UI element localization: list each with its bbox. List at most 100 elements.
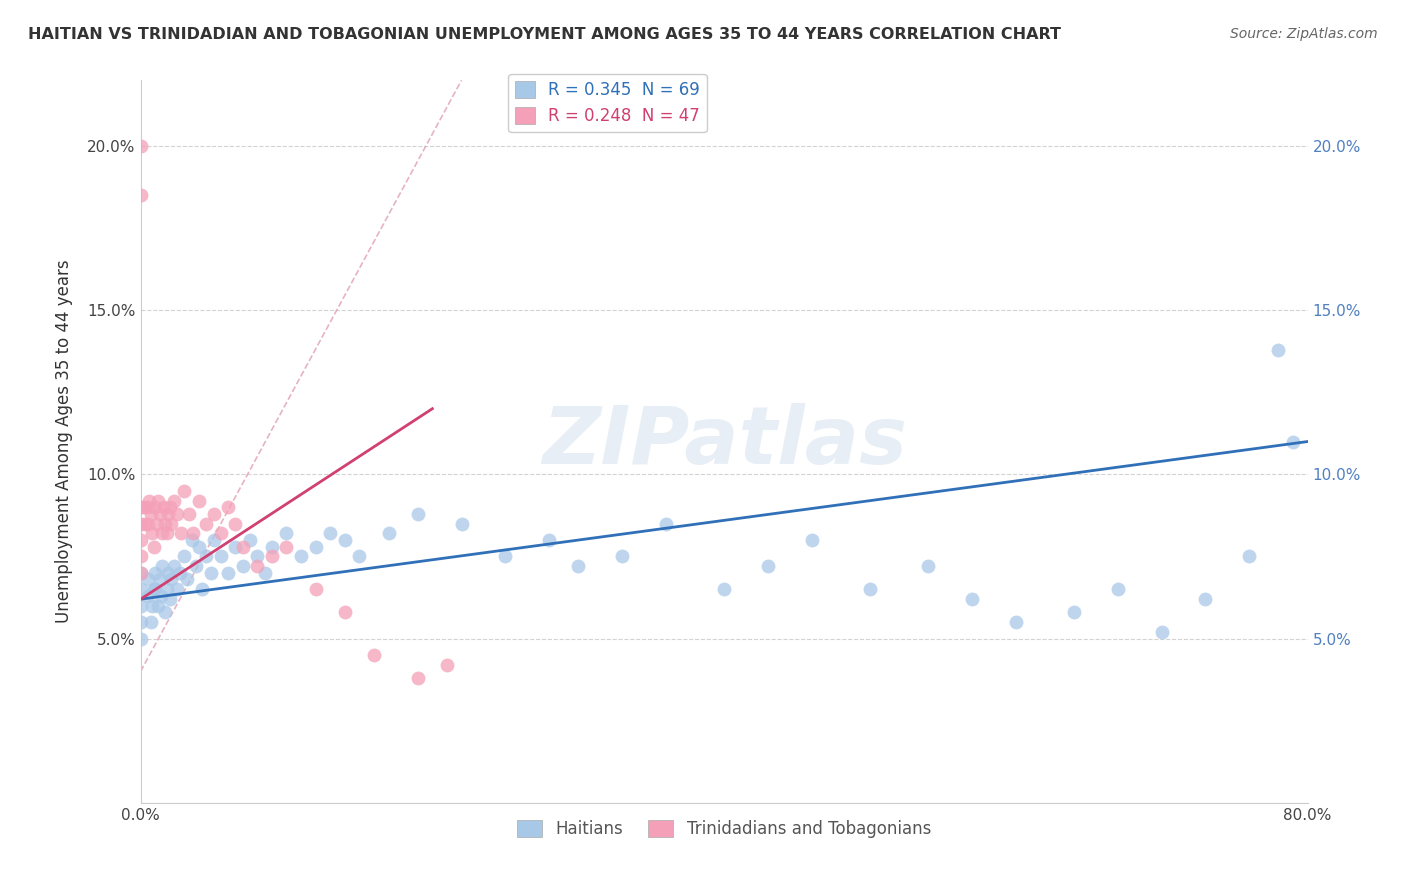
Point (173, 483, 195, 498)
Point (166, 582, 188, 597)
Point (153, 500, 176, 515)
Point (129, 599, 152, 613)
Point (129, 549, 152, 564)
Point (188, 493, 211, 508)
Point (209, 549, 232, 564)
Point (163, 493, 186, 508)
Point (406, 507, 429, 521)
Point (141, 599, 163, 613)
Point (333, 605, 356, 619)
Point (200, 566, 222, 580)
Point (960, 592, 983, 607)
Point (260, 549, 283, 564)
Point (494, 549, 516, 564)
Point (859, 582, 882, 597)
Point (319, 526, 342, 541)
Text: ZIPatlas: ZIPatlas (541, 402, 907, 481)
Point (176, 573, 198, 587)
Point (1239, 549, 1261, 564)
Point (129, 566, 152, 580)
Point (363, 648, 385, 662)
Point (136, 516, 159, 531)
Point (377, 526, 399, 541)
Point (202, 507, 225, 521)
Point (136, 589, 159, 603)
Point (239, 533, 262, 547)
Point (143, 566, 166, 580)
Point (148, 573, 170, 587)
Point (166, 507, 188, 521)
Point (195, 516, 218, 531)
Point (260, 540, 283, 554)
Point (139, 507, 162, 521)
Point (610, 549, 633, 564)
Point (155, 605, 177, 619)
Point (217, 566, 239, 580)
Point (217, 500, 239, 515)
Point (132, 500, 155, 515)
Point (567, 559, 589, 574)
Point (129, 615, 152, 630)
Text: Source: ZipAtlas.com: Source: ZipAtlas.com (1230, 27, 1378, 41)
Point (181, 526, 204, 541)
Point (224, 540, 246, 554)
Point (148, 507, 170, 521)
Point (157, 507, 180, 521)
Point (756, 559, 779, 574)
Point (1005, 615, 1028, 630)
Point (450, 516, 472, 531)
Point (333, 533, 356, 547)
Point (160, 516, 183, 531)
Point (146, 599, 169, 613)
Point (188, 540, 211, 554)
Point (155, 516, 177, 531)
Point (156, 582, 179, 597)
Point (129, 582, 152, 597)
Point (152, 526, 174, 541)
Point (232, 559, 254, 574)
Text: HAITIAN VS TRINIDADIAN AND TOBAGONIAN UNEMPLOYMENT AMONG AGES 35 TO 44 YEARS COR: HAITIAN VS TRINIDADIAN AND TOBAGONIAN UN… (28, 27, 1062, 42)
Point (1150, 625, 1173, 640)
Point (142, 582, 165, 597)
Legend: Haitians, Trinidadians and Tobagonians: Haitians, Trinidadians and Tobagonians (510, 814, 938, 845)
Point (538, 533, 561, 547)
Point (1107, 582, 1129, 597)
Point (246, 559, 269, 574)
Point (305, 540, 328, 554)
Point (129, 139, 152, 153)
Point (146, 493, 169, 508)
Point (129, 188, 152, 202)
Point (141, 526, 163, 541)
Point (160, 573, 183, 587)
Point (406, 671, 429, 685)
Point (191, 582, 214, 597)
Point (136, 573, 159, 587)
Point (1282, 434, 1305, 449)
Point (159, 592, 181, 607)
Point (129, 533, 152, 547)
Point (1267, 343, 1289, 357)
Point (145, 516, 167, 531)
Point (253, 566, 276, 580)
Point (232, 540, 254, 554)
Point (177, 507, 200, 521)
Point (150, 589, 173, 603)
Point (246, 549, 269, 564)
Point (305, 582, 328, 597)
Point (129, 566, 152, 580)
Point (136, 500, 159, 515)
Point (1063, 605, 1085, 619)
Point (142, 540, 165, 554)
Point (349, 549, 371, 564)
Point (139, 615, 162, 630)
Point (202, 533, 225, 547)
Point (1194, 592, 1216, 607)
Point (129, 632, 152, 646)
Point (143, 500, 166, 515)
Point (152, 559, 174, 574)
Point (143, 582, 166, 597)
Point (129, 500, 152, 515)
Point (436, 657, 458, 672)
Point (138, 493, 160, 508)
Point (169, 566, 191, 580)
